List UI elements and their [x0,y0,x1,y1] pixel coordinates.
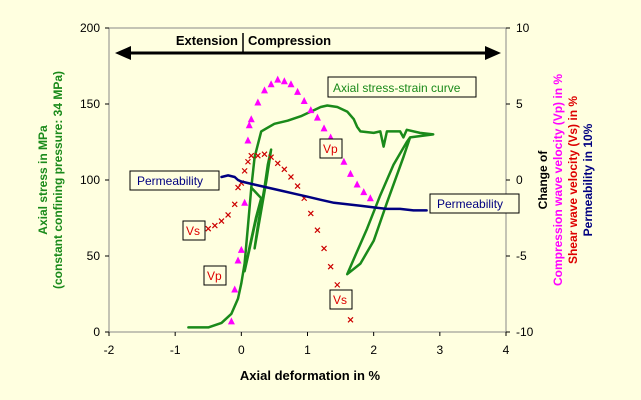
point-vs [248,152,255,159]
y-left-tick-label: 50 [87,249,101,263]
point-vs [307,210,314,217]
y-left-tick-label: 150 [80,97,100,111]
x-tick-label: 4 [503,343,510,357]
point-vp [280,77,288,85]
point-vp [294,87,302,95]
svg-text:Vs: Vs [333,293,347,307]
point-vp [353,180,361,188]
x-tick-label: 2 [370,343,377,357]
annotation-permeability-left: Permeability [129,170,220,191]
x-axis-label: Axial deformation in % [240,368,381,383]
y-right-label-line-2: Compression wave velocity (Vp) in % [551,74,565,286]
x-tick-label: 0 [238,343,245,357]
point-vs [334,281,341,288]
y-left-tick-label: 200 [80,21,100,35]
point-vp [254,98,262,106]
point-vp [227,317,235,325]
point-vs [231,201,238,208]
point-vs [314,227,321,234]
series-line-perm [220,174,428,212]
point-vp [300,96,308,104]
point-vp [241,198,249,206]
x-tick-label: 1 [304,343,311,357]
y-right-label-line-3: Shear wave velocity (Vs) in % [566,96,580,264]
point-vs [235,184,241,191]
point-vp [366,194,374,202]
x-tick-label: -2 [104,343,115,357]
svg-text:Axial stress-strain curve: Axial stress-strain curve [333,81,461,95]
header-extension: Extension [176,33,238,48]
y-right-label: Change of Compression wave velocity (Vp)… [536,74,595,286]
y-right-label-line-4: Permeability in 10% [581,123,595,236]
point-vp [287,80,295,88]
x-tick-label: 3 [436,343,443,357]
y-left-label-line-1: Axial stress in MPa [36,125,50,235]
point-vs [321,245,327,252]
y-right-tick-label: -10 [516,325,534,339]
annotation-vp-top: Vp [319,138,343,159]
svg-text:Permeability: Permeability [137,174,203,188]
extension-compression-arrow [115,33,501,60]
y-right-tick-label: 10 [516,21,530,35]
point-vp [247,115,255,123]
annotation-vs-top: Vs [182,220,206,241]
point-vp [307,106,315,114]
point-vp [313,113,321,121]
svg-text:Permeability: Permeability [437,197,503,211]
header-compression: Compression [248,33,331,48]
point-vs [245,158,251,165]
point-vs [218,218,225,224]
series-line-stress_loop1 [243,186,263,273]
svg-text:Vs: Vs [186,224,200,238]
point-vp [245,121,253,129]
point-vp [231,285,239,293]
point-vs [241,167,248,174]
point-vs [205,225,212,232]
point-vs [294,183,301,190]
point-vp [237,245,245,253]
y-right-tick-label: 0 [516,173,523,187]
point-vp [340,157,348,165]
point-vs [225,212,232,218]
point-vp [244,136,252,144]
point-vs [211,222,218,229]
point-vs [327,263,334,270]
point-vs [274,160,281,167]
point-vs [254,152,261,159]
point-vp [234,256,242,264]
svg-text:Vp: Vp [323,142,338,156]
y-right-label-line-1: Change of [536,150,550,210]
point-vp [260,86,268,94]
series-line-stress [187,104,435,329]
annotation-stress-strain: Axial stress-strain curve [327,76,477,98]
point-vp [274,75,282,83]
point-vs [347,316,354,323]
point-vs [288,174,294,180]
point-vs [281,166,288,173]
y-right-tick-label: -5 [516,249,527,263]
y-left-tick-label: 0 [93,325,100,339]
y-left-label: Axial stress in MPa (constant confining … [36,71,65,289]
annotation-permeability-right: Permeability [429,193,520,214]
annotation-vp-bottom: Vp [203,265,227,286]
annotation-vs-bottom: Vs [329,289,353,310]
y-left-label-line-2: (constant confining pressure: 34 MPa) [51,71,65,289]
y-left-tick-label: 100 [80,173,100,187]
x-tick-label: -1 [170,343,181,357]
point-vs [268,154,275,161]
point-vs [261,151,268,158]
y-right-tick-label: 5 [516,97,523,111]
series-layer [187,75,435,329]
point-vp [320,124,328,132]
point-vp [267,80,275,88]
point-vp [347,169,355,177]
point-vp [360,188,368,196]
svg-text:Vp: Vp [207,269,222,283]
